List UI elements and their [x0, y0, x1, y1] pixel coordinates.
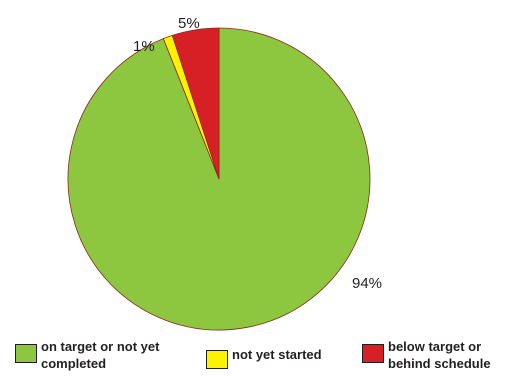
legend-label-line: on target or not yet — [41, 339, 160, 354]
legend-item-on-target: on target or not yet completed — [15, 338, 159, 372]
legend-label-not-yet-started: not yet started — [232, 346, 322, 363]
pie-slice-below-target — [171, 27, 220, 180]
legend-label-line: not yet started — [232, 347, 322, 362]
legend-label-line: behind schedule — [388, 356, 491, 371]
legend-label-below-target: below target or behind schedule — [388, 338, 491, 372]
legend: on target or not yet completed not yet s… — [0, 336, 517, 383]
slice-label-on-target: 94% — [352, 275, 382, 292]
pie-chart: 94% 1% 5% — [67, 15, 382, 331]
legend-swatch-red — [362, 344, 384, 363]
legend-label-on-target: on target or not yet completed — [41, 338, 159, 372]
legend-swatch-yellow — [206, 350, 228, 369]
legend-item-not-yet-started: not yet started — [206, 346, 322, 369]
slice-label-below-target: 5% — [178, 15, 200, 32]
legend-label-line: below target or — [388, 339, 482, 354]
legend-swatch-green — [15, 344, 37, 363]
legend-label-line: completed — [41, 356, 107, 371]
legend-item-below-target: below target or behind schedule — [362, 338, 491, 372]
slice-label-not-yet-started: 1% — [133, 38, 155, 55]
